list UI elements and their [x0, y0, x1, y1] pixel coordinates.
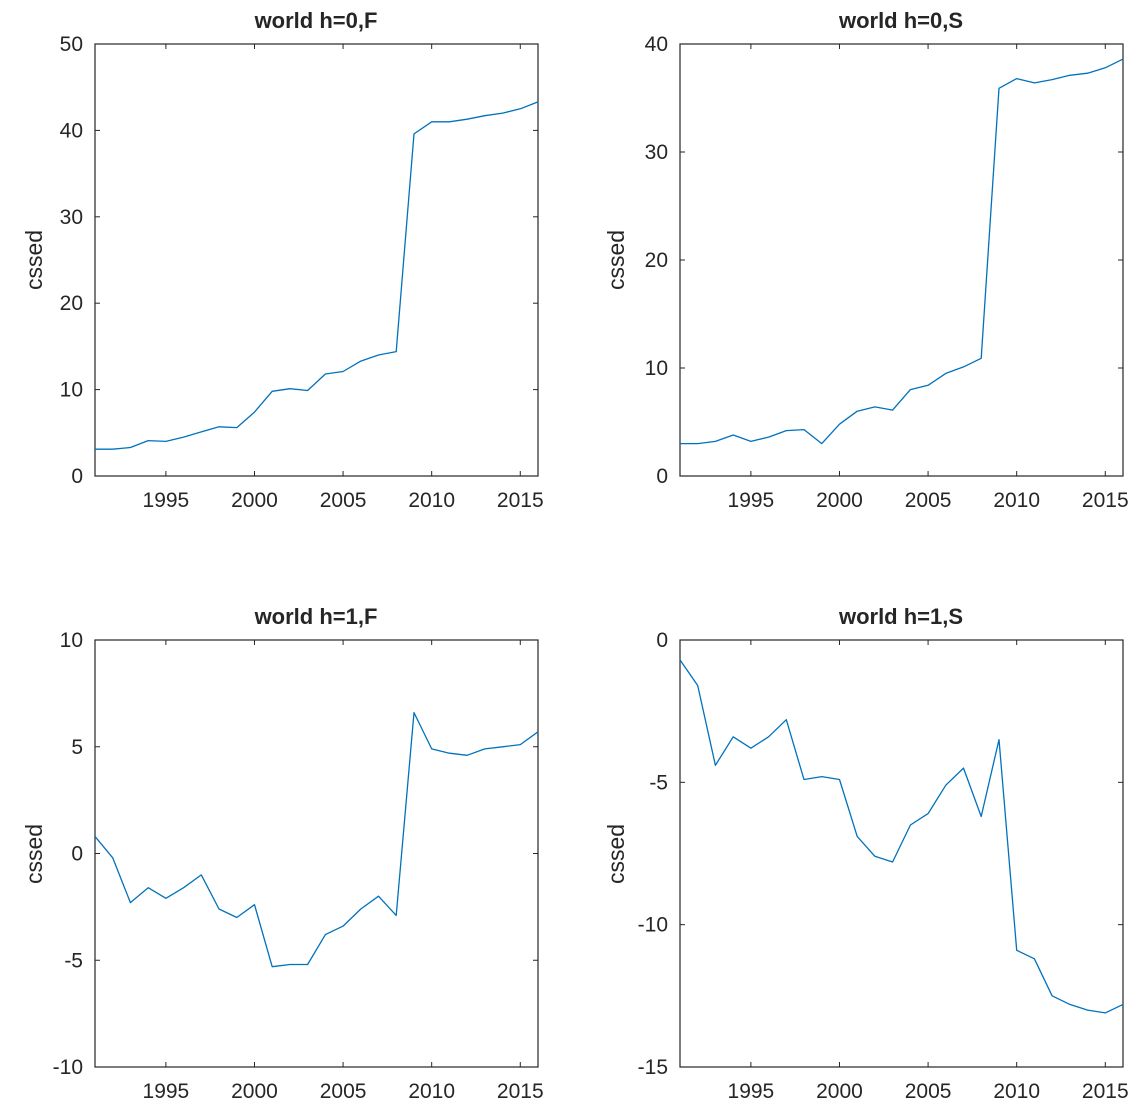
plot-area: [679, 639, 1124, 1068]
y-tick-label: 40: [60, 119, 83, 142]
y-tick-label: -5: [649, 771, 668, 794]
y-tick-label: 0: [71, 843, 83, 866]
y-tick-label: -5: [64, 949, 83, 972]
x-tick-label: 2015: [497, 1080, 544, 1103]
x-tick-label: 2010: [408, 489, 455, 512]
y-tick-label: 0: [656, 465, 668, 488]
y-axis-label: cssed: [21, 230, 47, 290]
y-tick-label: 20: [60, 292, 83, 315]
y-tick-label: 0: [71, 465, 83, 488]
subplot-h1-s: world h=1,S cssed 1995 2000 2005 2010 2015 -1…: [603, 604, 1129, 1103]
x-tick-label: 2000: [816, 1080, 863, 1103]
y-tick-label: 5: [71, 736, 83, 759]
y-axis-label: cssed: [603, 230, 629, 290]
y-axis-label: cssed: [21, 824, 47, 884]
series-line: [94, 711, 539, 968]
chart-title: world h=0,F: [254, 8, 378, 33]
y-tick-label: 40: [645, 33, 668, 56]
y-tick-label: 50: [60, 33, 83, 56]
x-tick-label: 2005: [905, 1080, 952, 1103]
y-tick-label: -10: [53, 1056, 83, 1079]
subplot-h0-s: world h=0,S cssed 1995 2000 2005 2010 2015 0 1…: [603, 8, 1129, 512]
y-tick-label: 30: [645, 141, 668, 164]
x-tick-label: 2010: [408, 1080, 455, 1103]
x-tick-label: 1995: [728, 1080, 775, 1103]
x-tick-label: 1995: [728, 489, 775, 512]
y-tick-label: 30: [60, 206, 83, 229]
chart-title: world h=0,S: [838, 8, 963, 33]
y-axis-label: cssed: [603, 824, 629, 884]
plot-area: [94, 639, 539, 1068]
y-tick-label: -10: [638, 914, 668, 937]
y-tick-label: 10: [645, 357, 668, 380]
x-tick-label: 2005: [320, 489, 367, 512]
x-tick-label: 1995: [143, 1080, 190, 1103]
x-tick-label: 2015: [1082, 1080, 1129, 1103]
x-tick-label: 2010: [993, 1080, 1040, 1103]
x-tick-label: 1995: [143, 489, 190, 512]
y-tick-label: 20: [645, 249, 668, 272]
plot-area: [679, 43, 1124, 477]
x-tick-label: 2005: [905, 489, 952, 512]
x-tick-label: 2000: [231, 489, 278, 512]
x-tick-label: 2015: [497, 489, 544, 512]
x-tick-label: 2000: [231, 1080, 278, 1103]
plot-area: [94, 43, 539, 477]
x-tick-label: 2005: [320, 1080, 367, 1103]
series-line: [95, 101, 539, 450]
subplot-h0-f: world h=0,F cssed 1995 2000 2005 2010 2015 0 1…: [21, 8, 544, 512]
series-line: [680, 58, 1124, 445]
series-line: [679, 659, 1124, 1014]
y-tick-label: 0: [656, 629, 668, 652]
x-tick-label: 2000: [816, 489, 863, 512]
y-tick-label: 10: [60, 379, 83, 402]
y-tick-label: -15: [638, 1056, 668, 1079]
x-tick-label: 2015: [1082, 489, 1129, 512]
x-tick-label: 2010: [993, 489, 1040, 512]
chart-title: world h=1,S: [838, 604, 963, 629]
chart-title: world h=1,F: [254, 604, 378, 629]
y-tick-label: 10: [60, 629, 83, 652]
subplot-h1-f: world h=1,F cssed 1995 2000 2005 2010 2015 -1…: [21, 604, 544, 1103]
